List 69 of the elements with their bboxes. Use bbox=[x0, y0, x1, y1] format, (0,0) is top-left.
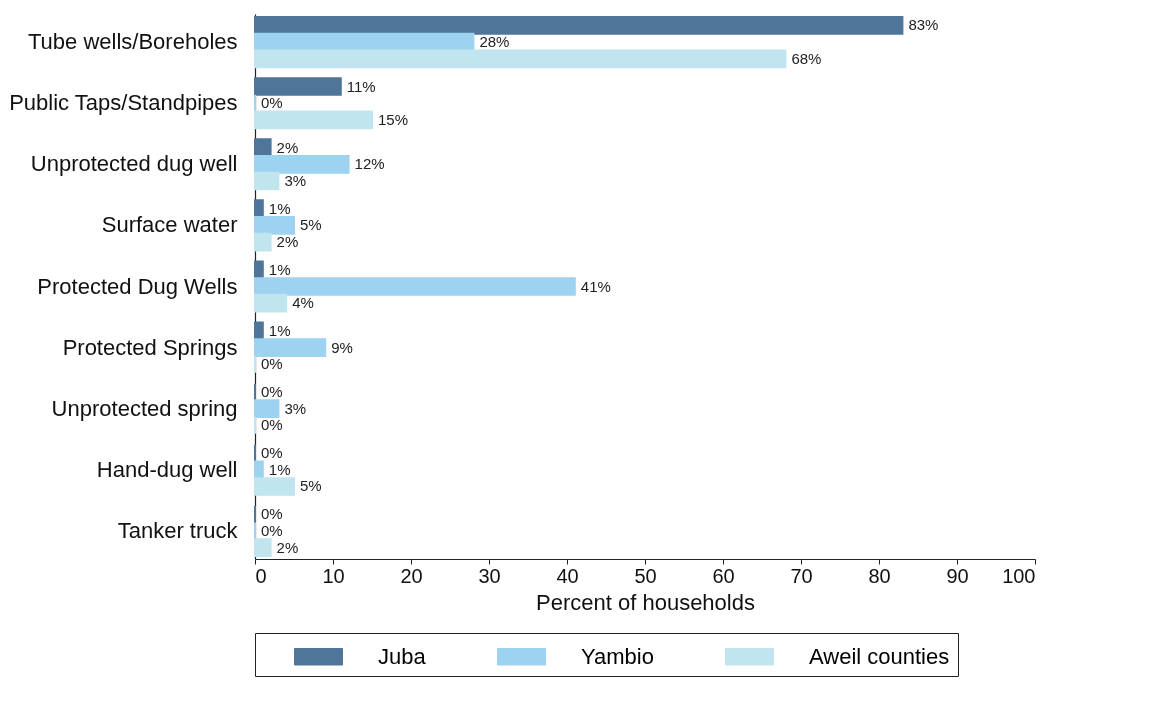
data-label: 1% bbox=[268, 260, 291, 278]
x-tick-label: 100 bbox=[1002, 564, 1036, 587]
bar bbox=[254, 277, 576, 296]
y-tick-label: Public Taps/Standpipes bbox=[9, 90, 238, 116]
bar bbox=[254, 338, 327, 357]
legend-label: Juba bbox=[378, 643, 427, 669]
legend-label: Aweil counties bbox=[809, 643, 950, 669]
data-label: 41% bbox=[580, 277, 611, 295]
bar bbox=[254, 260, 264, 280]
bar bbox=[254, 138, 272, 157]
data-label: 1% bbox=[268, 199, 291, 217]
bar bbox=[254, 110, 373, 130]
bar bbox=[254, 538, 272, 557]
x-axis-title: Percent of households bbox=[536, 589, 755, 615]
data-label: 9% bbox=[331, 338, 353, 356]
bar bbox=[254, 477, 295, 496]
data-label: 12% bbox=[354, 155, 385, 173]
y-tick-label: Unprotected spring bbox=[51, 395, 238, 421]
data-label: 15% bbox=[378, 110, 409, 128]
y-tick-label: Protected Dug Wells bbox=[37, 273, 238, 299]
data-label: 28% bbox=[479, 33, 510, 51]
data-label: 4% bbox=[292, 294, 314, 312]
data-label: 0% bbox=[261, 94, 283, 112]
bar bbox=[254, 49, 787, 69]
data-label: 0% bbox=[261, 444, 283, 462]
data-label: 5% bbox=[300, 477, 322, 495]
x-tick-label: 90 bbox=[946, 564, 969, 587]
bar bbox=[254, 232, 272, 252]
data-label: 2% bbox=[276, 538, 299, 556]
x-tick-label: 20 bbox=[400, 564, 423, 587]
x-tick-label: 60 bbox=[712, 564, 735, 587]
bar bbox=[254, 77, 342, 96]
x-tick-label: 80 bbox=[868, 564, 891, 587]
bar bbox=[254, 16, 904, 35]
x-tick-label: 40 bbox=[556, 564, 579, 587]
data-label: 11% bbox=[346, 77, 376, 95]
x-tick-label: 10 bbox=[322, 564, 345, 587]
y-tick-label: Unprotected dug well bbox=[30, 151, 238, 177]
data-label: 3% bbox=[284, 399, 307, 417]
data-label: 1% bbox=[268, 321, 291, 339]
y-tick-label: Tube wells/Boreholes bbox=[27, 29, 238, 55]
data-label: 2% bbox=[276, 233, 299, 251]
data-label: 3% bbox=[284, 172, 307, 189]
data-label: 68% bbox=[791, 49, 822, 67]
data-label: 2% bbox=[276, 138, 299, 156]
data-label: 5% bbox=[300, 216, 322, 234]
x-tick-label: 50 bbox=[634, 564, 657, 587]
y-tick-label: Hand-dug well bbox=[96, 456, 238, 482]
data-label: 83% bbox=[908, 16, 939, 34]
data-label: 0% bbox=[261, 521, 283, 539]
bar bbox=[254, 154, 350, 174]
bar bbox=[254, 216, 295, 235]
x-tick-label: 70 bbox=[790, 564, 813, 587]
y-tick-label: Tanker truck bbox=[117, 517, 239, 543]
data-label: 0% bbox=[261, 355, 283, 373]
bar bbox=[254, 399, 280, 419]
data-label: 0% bbox=[261, 416, 283, 434]
data-label: 0% bbox=[261, 383, 283, 400]
bar bbox=[254, 171, 280, 191]
y-tick-label: Surface water bbox=[101, 212, 238, 238]
bar bbox=[254, 293, 288, 313]
legend-label: Yambio bbox=[581, 643, 654, 669]
bar bbox=[254, 460, 264, 480]
x-tick-label: 30 bbox=[478, 564, 501, 587]
data-label: 0% bbox=[261, 505, 283, 523]
data-label: 1% bbox=[268, 460, 291, 478]
x-tick-label: 0 bbox=[255, 564, 267, 587]
y-tick-label: Protected Springs bbox=[62, 334, 238, 360]
bar bbox=[254, 199, 264, 219]
